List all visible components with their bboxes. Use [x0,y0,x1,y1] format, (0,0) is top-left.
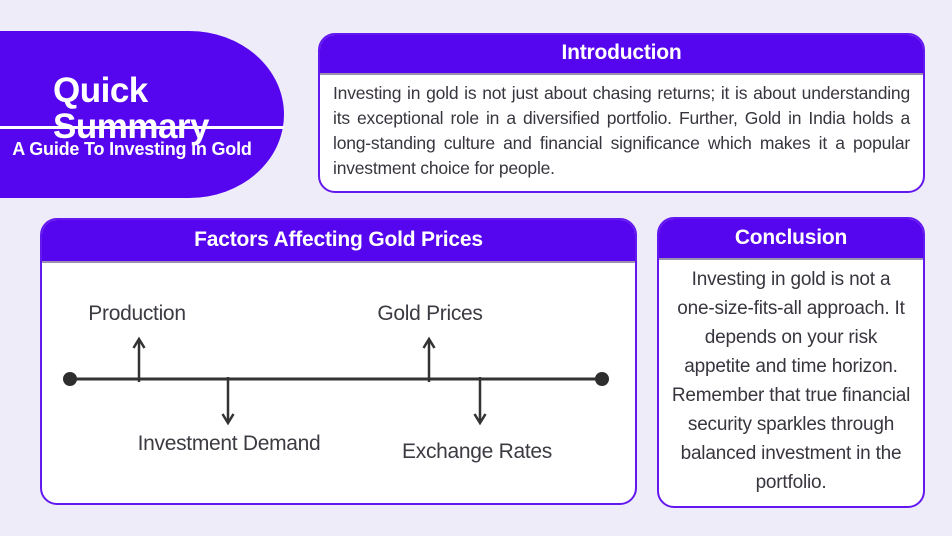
introduction-header: Introduction [320,35,923,73]
factor-label-investment-demand: Investment Demand [137,432,321,455]
conclusion-body-text: Investing in gold is not a one-size-fits… [671,269,911,493]
summary-banner: Quick Summary A Guide To Investing In Go… [0,31,284,198]
introduction-body-text: Investing in gold is not just about chas… [333,83,910,178]
summary-subtitle: A Guide To Investing In Gold [12,139,252,159]
factor-label-exchange-rates: Exchange Rates [402,440,552,463]
factor-label-gold-prices: Gold Prices [377,302,483,325]
factor-label-production: Production [88,302,186,325]
summary-title: Quick Summary [53,71,210,146]
conclusion-header: Conclusion [659,219,923,258]
production-up-arrow-icon [132,336,146,382]
introduction-card: Introduction Investing in gold is not ju… [318,33,925,193]
factors-diagram: Production Investment Demand Gold Prices… [42,261,635,503]
banner-divider [0,126,284,129]
factors-timeline-svg [63,336,609,426]
gold-prices-up-arrow-icon [422,336,436,382]
factors-card: Factors Affecting Gold Prices [40,218,637,505]
timeline-dot-left [63,372,77,386]
investment-demand-down-arrow-icon [221,377,235,426]
timeline-dot-right [595,372,609,386]
exchange-rates-down-arrow-icon [473,377,487,426]
factors-header: Factors Affecting Gold Prices [42,220,635,261]
conclusion-card: Conclusion Investing in gold is not a on… [657,217,925,508]
